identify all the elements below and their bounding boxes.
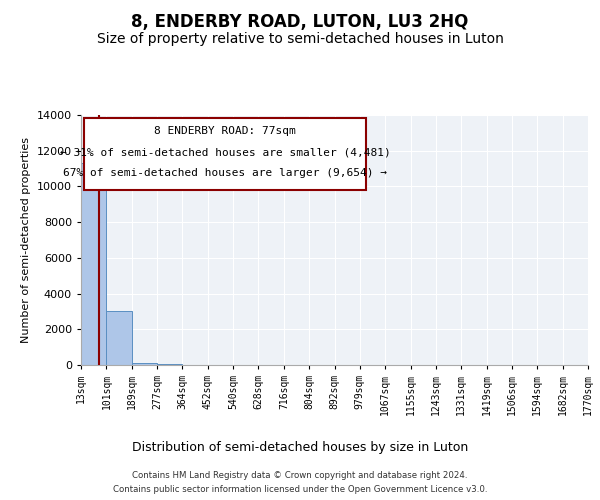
Text: 8, ENDERBY ROAD, LUTON, LU3 2HQ: 8, ENDERBY ROAD, LUTON, LU3 2HQ [131, 12, 469, 30]
Text: 8 ENDERBY ROAD: 77sqm: 8 ENDERBY ROAD: 77sqm [154, 126, 296, 136]
Bar [106, 312, 132, 365]
Bar [157, 364, 182, 365]
Text: Distribution of semi-detached houses by size in Luton: Distribution of semi-detached houses by … [132, 441, 468, 454]
Y-axis label: Number of semi-detached properties: Number of semi-detached properties [21, 137, 31, 343]
Text: Contains HM Land Registry data © Crown copyright and database right 2024.: Contains HM Land Registry data © Crown c… [132, 472, 468, 480]
Text: Size of property relative to semi-detached houses in Luton: Size of property relative to semi-detach… [97, 32, 503, 46]
Bar [132, 362, 157, 365]
Text: 67% of semi-detached houses are larger (9,654) →: 67% of semi-detached houses are larger (… [63, 168, 387, 178]
Text: Contains public sector information licensed under the Open Government Licence v3: Contains public sector information licen… [113, 484, 487, 494]
Bar [81, 163, 106, 365]
Text: ← 31% of semi-detached houses are smaller (4,481): ← 31% of semi-detached houses are smalle… [59, 147, 391, 157]
